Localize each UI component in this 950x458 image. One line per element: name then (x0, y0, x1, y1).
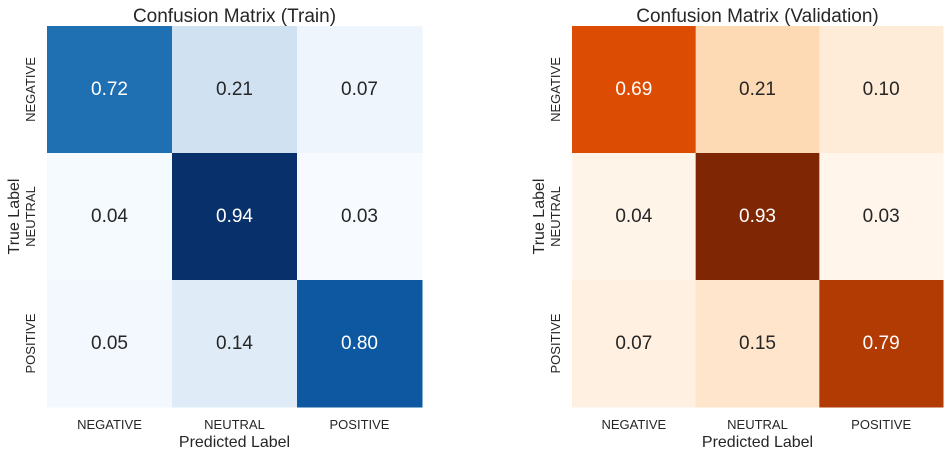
y-tick-label: POSITIVE (548, 313, 563, 373)
x-tick-label: NEUTRAL (727, 417, 788, 432)
heatmap-cell (172, 280, 298, 408)
x-tick-label: NEGATIVE (77, 417, 142, 432)
chart-title: Confusion Matrix (Train) (133, 6, 336, 27)
cell-value-label: 0.21 (739, 79, 776, 100)
cell-value-label: 0.21 (216, 79, 253, 100)
heatmap-cell (572, 26, 697, 154)
cell-value-label: 0.07 (341, 79, 378, 100)
y-tick-label: NEUTRAL (23, 186, 38, 247)
heatmap-cell (819, 153, 944, 281)
cell-value-label: 0.04 (615, 206, 652, 227)
x-tick-label: POSITIVE (330, 417, 390, 432)
cell-value-label: 0.15 (739, 333, 776, 354)
x-tick-label: NEUTRAL (204, 417, 265, 432)
heatmap-cell (47, 153, 173, 281)
heatmap-cell (297, 153, 423, 281)
y-tick-label: POSITIVE (23, 313, 38, 373)
cell-value-label: 0.04 (91, 206, 128, 227)
heatmap-cell (819, 280, 944, 408)
heatmap-cell (297, 280, 423, 408)
y-tick-label: NEGATIVE (548, 57, 563, 122)
y-axis-label: True Label (6, 179, 23, 255)
cell-value-label: 0.03 (341, 206, 378, 227)
heatmap-cell (172, 26, 298, 154)
cell-value-label: 0.80 (341, 333, 378, 354)
cell-value-label: 0.14 (216, 333, 253, 354)
y-axis-label: True Label (531, 179, 548, 255)
cell-value-label: 0.72 (91, 79, 128, 100)
heatmap-cell (297, 26, 423, 154)
heatmap-cell (47, 280, 173, 408)
cell-value-label: 0.94 (216, 206, 253, 227)
y-tick-label: NEUTRAL (548, 186, 563, 247)
heatmap-cell (695, 280, 820, 408)
cell-value-label: 0.93 (739, 206, 776, 227)
heatmap-cell (572, 280, 697, 408)
cell-value-label: 0.79 (863, 333, 900, 354)
heatmap-cell (172, 153, 298, 281)
chart-title: Confusion Matrix (Validation) (636, 6, 879, 27)
heatmap-cell (47, 26, 173, 154)
y-tick-label: NEGATIVE (23, 57, 38, 122)
heatmap-cell (695, 153, 820, 281)
cell-value-label: 0.03 (863, 206, 900, 227)
cell-value-label: 0.69 (615, 79, 652, 100)
heatmap-cell (572, 153, 697, 281)
cell-value-label: 0.10 (863, 79, 900, 100)
x-tick-label: NEGATIVE (601, 417, 666, 432)
x-axis-label: Predicted Label (702, 434, 813, 451)
heatmap-panel-train: 0.72 0.21 0.07 0.04 0.94 0.03 0.05 0.14 0.80 Conf… (6, 6, 423, 451)
cell-value-label: 0.05 (91, 333, 128, 354)
heatmap-cell (695, 26, 820, 154)
x-tick-label: POSITIVE (851, 417, 911, 432)
heatmap-cell (819, 26, 944, 154)
x-axis-label: Predicted Label (179, 434, 290, 451)
cell-value-label: 0.07 (615, 333, 652, 354)
heatmap-panel-validation: 0.69 0.21 0.10 0.04 0.93 0.03 0.07 0.15 0.79 Conf… (531, 6, 944, 451)
